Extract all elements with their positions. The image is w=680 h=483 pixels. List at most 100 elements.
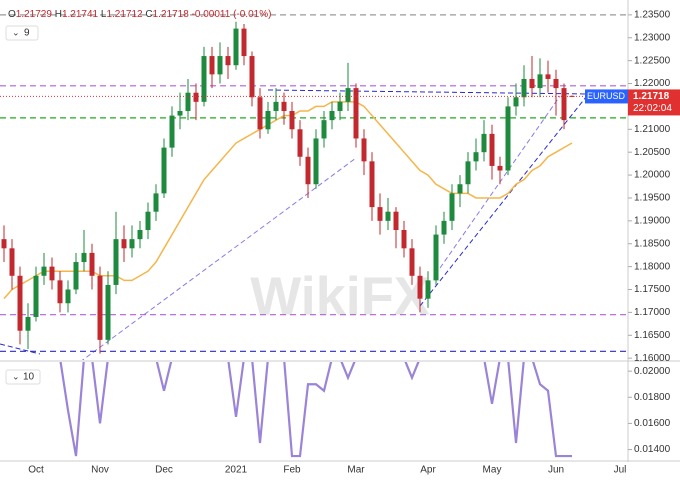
candle-body <box>9 248 15 276</box>
candle-body <box>481 133 487 153</box>
candle-body <box>209 56 215 75</box>
y-tick-label: 1.20000 <box>634 170 671 181</box>
indicator-badge[interactable] <box>5 25 39 41</box>
candle-body <box>465 161 471 185</box>
candle-body <box>441 220 447 235</box>
candle-body <box>265 110 271 130</box>
candle-body <box>289 110 295 130</box>
candle-body <box>217 56 223 75</box>
candle-body <box>129 239 135 249</box>
candle-body <box>97 275 103 340</box>
y-tick-label: 0.01400 <box>634 444 671 455</box>
candle-body <box>561 88 567 121</box>
candle-body <box>121 239 127 249</box>
candle-body <box>553 78 559 89</box>
header-value: 1.21712 <box>106 9 143 20</box>
candle-body <box>497 165 503 171</box>
y-tick-label: 1.22500 <box>634 55 671 66</box>
candle-body <box>521 78 527 98</box>
candle-body <box>377 207 383 221</box>
symbol-tag <box>585 89 628 104</box>
price-tag-text: 1.21718 <box>633 91 670 102</box>
candle-body <box>297 129 303 157</box>
candle-body <box>393 211 399 231</box>
y-tick-label: 1.22000 <box>634 78 671 89</box>
candle-body <box>337 101 343 111</box>
y-tick-label: 1.17500 <box>634 284 671 295</box>
candle-body <box>249 56 255 98</box>
y-tick-label: 0.01800 <box>634 392 671 403</box>
y-tick-label: 1.21000 <box>634 124 671 135</box>
y-tick-label: 0.02000 <box>634 366 671 377</box>
indicator-line <box>59 362 572 458</box>
candle-body <box>73 262 79 290</box>
candle-body <box>449 193 455 221</box>
candle-body <box>321 120 327 139</box>
indicator-badge[interactable] <box>5 369 41 385</box>
badge-icon: ⌄ <box>12 27 20 37</box>
x-tick-label: Feb <box>283 465 301 476</box>
candle-body <box>57 280 63 304</box>
header-key: C <box>145 9 152 20</box>
moving-average <box>3 101 573 300</box>
indicator-panel <box>59 362 572 458</box>
candle-body <box>257 97 263 130</box>
candle-body <box>545 74 551 79</box>
candle-body <box>537 74 543 89</box>
x-tick-label: Jun <box>548 465 564 476</box>
y-tick-label: 1.16500 <box>634 330 671 341</box>
trendline <box>0 343 41 355</box>
header-key: H <box>55 9 62 20</box>
header-value: 1.21741 <box>62 9 99 20</box>
candle-body <box>329 110 335 121</box>
candle-body <box>313 138 319 185</box>
x-tick-label: Nov <box>91 465 109 476</box>
y-tick-label: 1.16000 <box>634 353 671 364</box>
y-tick-label: 1.17000 <box>634 307 671 318</box>
header: O1.21729 H1.21741 L1.21712 C1.21718 -0.0… <box>8 9 271 20</box>
candle-body <box>457 184 463 194</box>
candle-body <box>33 275 39 317</box>
candle-body <box>225 56 231 66</box>
candle-body <box>153 193 159 212</box>
candle-body <box>193 92 199 102</box>
candle-body <box>177 110 183 116</box>
indicator-label: 10 <box>23 372 35 383</box>
x-tick-label: 2021 <box>225 465 248 476</box>
header-value: 1.21729 <box>16 9 53 20</box>
candle-body <box>113 239 119 285</box>
trendline <box>267 89 591 95</box>
header-key: O <box>8 9 16 20</box>
trendline <box>419 91 591 307</box>
candle-body <box>369 161 375 208</box>
candle-body <box>145 211 151 231</box>
candle-body <box>489 133 495 166</box>
candle-body <box>25 316 31 331</box>
candle-body <box>105 284 111 340</box>
candle-body <box>185 92 191 111</box>
y-tick-label: 1.23000 <box>634 32 671 43</box>
x-tick-label: Mar <box>347 465 365 476</box>
candle-body <box>65 289 71 304</box>
candle-body <box>433 234 439 281</box>
candle-body <box>233 28 239 66</box>
candle-body <box>169 115 175 148</box>
candle-body <box>505 106 511 171</box>
candle-body <box>361 138 367 162</box>
price-tag <box>628 89 680 116</box>
candle-body <box>81 252 87 263</box>
candle-body <box>409 248 415 276</box>
x-tick-label: May <box>483 465 502 476</box>
symbol-tag-text: EURUSD <box>587 91 626 101</box>
candle-body <box>137 230 143 240</box>
candle-body <box>41 266 47 276</box>
candle-body <box>1 239 7 249</box>
y-tick-label: 1.23500 <box>634 10 671 21</box>
candle-body <box>513 97 519 107</box>
candle-body <box>569 95 575 97</box>
candle-body <box>49 266 55 281</box>
badge-icon: ⌄ <box>12 371 20 381</box>
axes: 1.16000 1.16500 1.17000 1.17500 1.18000 1.185… <box>28 10 680 476</box>
